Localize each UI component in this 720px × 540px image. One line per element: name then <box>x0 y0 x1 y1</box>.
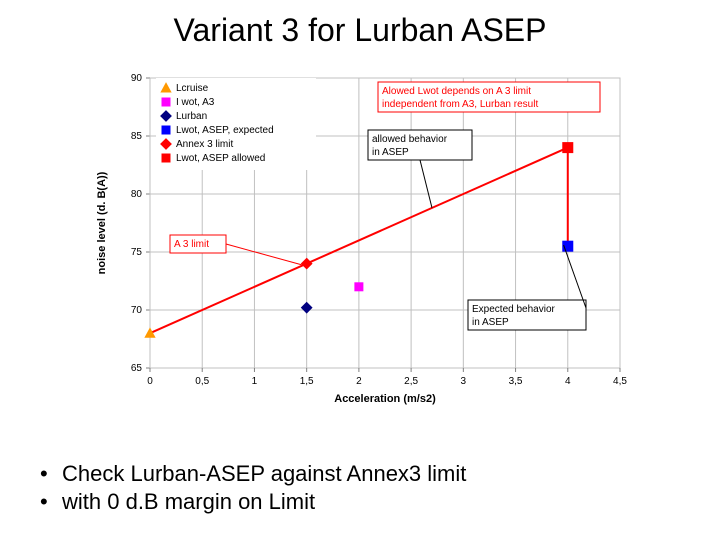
x-axis-label: Acceleration (m/s2) <box>334 393 436 405</box>
callout-text: allowed behavior <box>372 134 448 145</box>
tick-label-x: 1 <box>252 376 258 387</box>
tick-label-x: 4,5 <box>613 376 627 387</box>
chart: 65 70 75 80 85 90 0 0,5 1 1,5 2 2,5 3 3,5 4 4,5 Accelera… <box>80 60 640 420</box>
tick-label-x: 0 <box>147 376 153 387</box>
tick-label-y: 70 <box>131 305 143 316</box>
legend-marker <box>162 154 170 162</box>
legend-label: Lwot, ASEP allowed <box>176 153 265 164</box>
slide-title: Variant 3 for Lurban ASEP <box>0 12 720 49</box>
tick-label-y: 80 <box>131 189 143 200</box>
bullet-item: • with 0 d.B margin on Limit <box>40 488 466 516</box>
bullet-text: with 0 d.B margin on Limit <box>62 488 315 516</box>
callout-text: Alowed Lwot depends on A 3 limit <box>382 86 531 97</box>
marker-Lwot-ASEP-allowed <box>563 143 573 153</box>
bullet-list: • Check Lurban-ASEP against Annex3 limit… <box>40 460 466 515</box>
tick-label-y: 65 <box>131 363 143 374</box>
tick-label-x: 3,5 <box>509 376 523 387</box>
legend-label: Lwot, ASEP, expected <box>176 125 274 136</box>
legend-label: Annex 3 limit <box>176 139 233 150</box>
bullet-item: • Check Lurban-ASEP against Annex3 limit <box>40 460 466 488</box>
tick-label-x: 2 <box>356 376 362 387</box>
bullet-dot: • <box>40 460 62 488</box>
callout-text: Expected behavior <box>472 304 556 315</box>
tick-label-x: 3 <box>461 376 467 387</box>
callout-text: in ASEP <box>372 147 409 158</box>
legend-marker <box>162 98 170 106</box>
legend-label: Lcruise <box>176 83 209 94</box>
tick-label-y: 85 <box>131 131 143 142</box>
tick-label-x: 2,5 <box>404 376 418 387</box>
bullet-text: Check Lurban-ASEP against Annex3 limit <box>62 460 466 488</box>
tick-label-x: 1,5 <box>300 376 314 387</box>
callout-text: independent from A3, Lurban result <box>382 99 538 110</box>
chart-svg: 65 70 75 80 85 90 0 0,5 1 1,5 2 2,5 3 3,5 4 4,5 Accelera… <box>80 60 640 420</box>
slide: Variant 3 for Lurban ASEP 65 70 75 80 85 90 0 0… <box>0 0 720 540</box>
legend: Lcruise I wot, A3 Lurban Lwot, ASEP, expect… <box>156 78 316 170</box>
tick-label-y: 90 <box>131 73 143 84</box>
callout-text: A 3 limit <box>174 239 209 250</box>
y-axis-label: noise level (d. B(A)) <box>96 171 108 274</box>
marker-I-wot-A3 <box>355 283 363 291</box>
tick-label-x: 0,5 <box>195 376 209 387</box>
tick-label-x: 4 <box>565 376 571 387</box>
callout-alowed-lwot-note: Alowed Lwot depends on A 3 limit independ… <box>378 82 600 112</box>
legend-label: I wot, A3 <box>176 97 215 108</box>
bullet-dot: • <box>40 488 62 516</box>
legend-marker <box>162 126 170 134</box>
legend-label: Lurban <box>176 111 207 122</box>
callout-text: in ASEP <box>472 317 509 328</box>
tick-label-y: 75 <box>131 247 143 258</box>
